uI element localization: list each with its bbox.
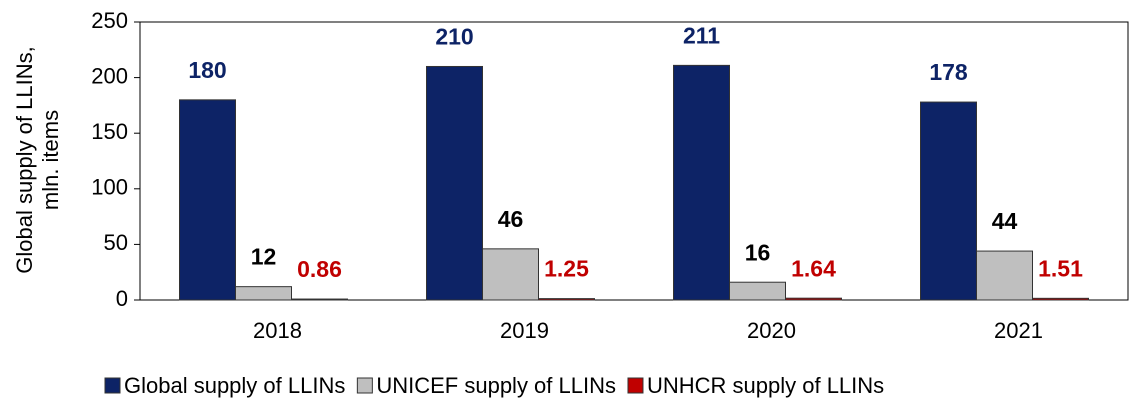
bar (291, 298, 348, 301)
value-label: 1.64 (791, 255, 836, 281)
x-tick-label: 2019 (500, 318, 549, 343)
value-label: 0.86 (297, 256, 342, 282)
value-label: 211 (683, 22, 720, 48)
bar (538, 298, 595, 301)
y-tick-label: 100 (91, 175, 128, 200)
legend-swatch (356, 377, 373, 394)
y-tick-label: 200 (91, 63, 128, 88)
bar (920, 101, 977, 301)
bar (976, 250, 1033, 301)
value-label: 1.25 (544, 256, 589, 282)
value-label: 16 (745, 239, 771, 265)
legend-swatch (627, 377, 644, 394)
x-tick-label: 2018 (253, 318, 302, 343)
y-tick-label: 150 (91, 119, 128, 144)
value-label: 12 (251, 244, 277, 270)
y-axis-label: mln. items (38, 110, 63, 210)
bar (482, 248, 539, 301)
value-label: 46 (498, 206, 524, 232)
y-axis-label: Global supply of LLINs, (12, 46, 37, 273)
bar (179, 99, 236, 301)
legend-swatch (104, 377, 121, 394)
value-label: 44 (992, 208, 1018, 234)
legend-label: Global supply of LLINs (124, 373, 345, 398)
value-label: 1.51 (1038, 255, 1083, 281)
y-tick-label: 250 (91, 8, 128, 33)
value-label: 210 (435, 24, 473, 50)
bar (1032, 297, 1089, 301)
bar (235, 286, 292, 301)
legend-label: UNICEF supply of LLINs (376, 373, 616, 398)
value-label: 180 (188, 57, 226, 83)
y-tick-label: 0 (116, 286, 128, 311)
y-tick-label: 50 (104, 230, 128, 255)
bar (426, 65, 483, 301)
x-tick-label: 2020 (747, 318, 796, 343)
bar (673, 64, 730, 301)
legend-label: UNHCR supply of LLINs (647, 373, 884, 398)
value-label: 178 (929, 59, 968, 85)
bar (785, 297, 842, 301)
plot-frame (139, 21, 1129, 301)
x-tick-label: 2021 (994, 318, 1043, 343)
bar (729, 281, 786, 301)
